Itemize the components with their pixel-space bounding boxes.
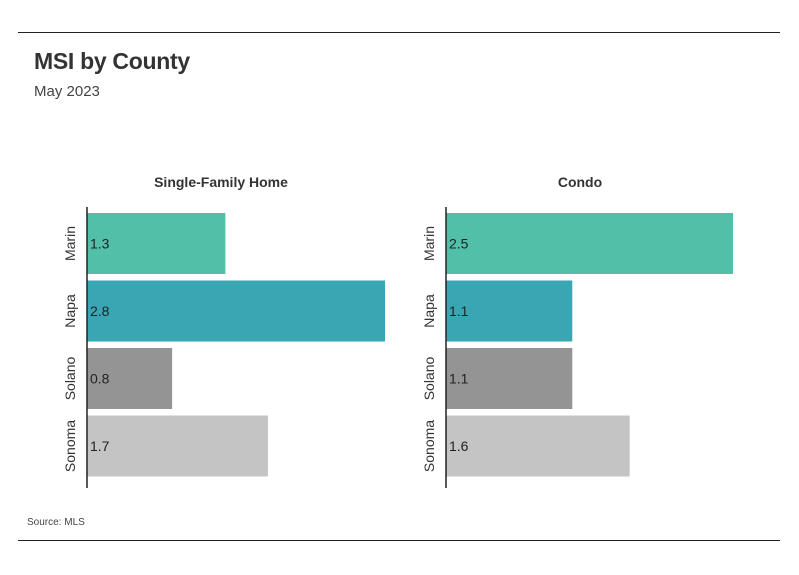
chart-title: MSI by County: [34, 48, 190, 74]
bar-condo-sonoma: [446, 415, 630, 477]
data-label-condo-marin: 2.5: [449, 236, 469, 252]
data-label-sfh-napa: 2.8: [90, 303, 110, 319]
bottom-rule: [18, 540, 780, 541]
bar-sfh-sonoma: [87, 415, 268, 477]
category-label-sfh-napa: Napa: [62, 294, 78, 328]
bar-sfh-solano: [87, 348, 173, 409]
bar-condo-solano: [446, 348, 573, 409]
data-label-sfh-sonoma: 1.7: [90, 438, 110, 454]
data-label-condo-sonoma: 1.6: [449, 438, 469, 454]
data-label-condo-napa: 1.1: [449, 303, 469, 319]
panel-title-sfh: Single-Family Home: [154, 174, 288, 190]
category-label-sfh-solano: Solano: [62, 356, 78, 400]
bar-condo-marin: [446, 213, 733, 274]
data-label-condo-solano: 1.1: [449, 371, 469, 387]
data-label-sfh-solano: 0.8: [90, 371, 110, 387]
bar-sfh-napa: [87, 280, 385, 342]
bar-condo-napa: [446, 280, 573, 342]
category-label-condo-marin: Marin: [421, 226, 437, 261]
chart-subtitle: May 2023: [34, 83, 100, 100]
source-note: Source: MLS: [27, 517, 85, 528]
category-label-condo-sonoma: Sonoma: [421, 420, 437, 472]
bar-sfh-marin: [87, 213, 226, 274]
category-label-sfh-sonoma: Sonoma: [62, 420, 78, 472]
category-label-condo-napa: Napa: [421, 294, 437, 328]
category-label-sfh-marin: Marin: [62, 226, 78, 261]
category-label-condo-solano: Solano: [421, 356, 437, 400]
top-rule: [18, 32, 780, 33]
panel-title-condo: Condo: [558, 174, 602, 190]
data-label-sfh-marin: 1.3: [90, 236, 110, 252]
